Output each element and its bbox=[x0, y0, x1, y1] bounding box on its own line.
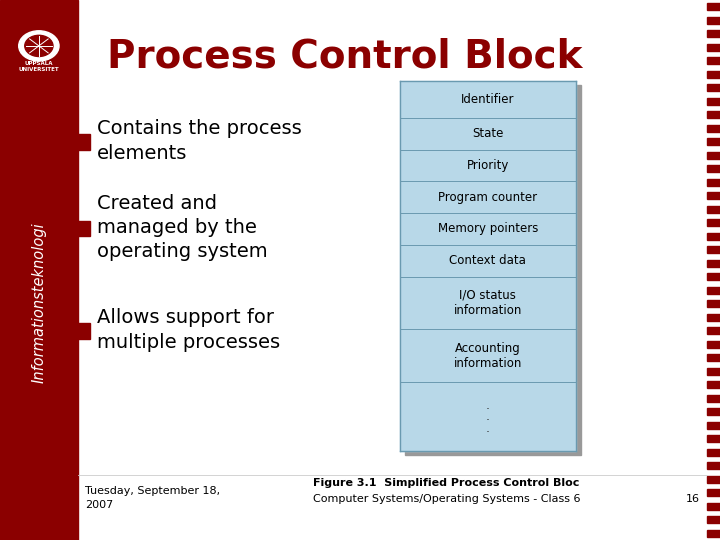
Circle shape bbox=[19, 31, 59, 61]
Text: .
.
.: . . . bbox=[486, 399, 490, 435]
Text: Contains the process
elements: Contains the process elements bbox=[97, 119, 302, 163]
Text: Memory pointers: Memory pointers bbox=[438, 222, 538, 235]
Bar bbox=[707, 111, 720, 118]
Text: Computer Systems/Operating Systems - Class 6: Computer Systems/Operating Systems - Cla… bbox=[312, 495, 580, 504]
Bar bbox=[77, 134, 90, 150]
Text: Priority: Priority bbox=[467, 159, 509, 172]
Bar bbox=[707, 435, 720, 442]
Bar bbox=[707, 503, 720, 510]
Bar bbox=[0, 0, 78, 540]
Bar bbox=[707, 3, 720, 10]
Bar bbox=[707, 530, 720, 537]
Bar bbox=[707, 449, 720, 456]
Bar bbox=[707, 408, 720, 415]
Bar bbox=[707, 30, 720, 37]
Bar bbox=[707, 165, 720, 172]
Bar bbox=[707, 395, 720, 402]
Bar bbox=[707, 260, 720, 267]
Bar bbox=[707, 462, 720, 469]
Bar bbox=[707, 192, 720, 199]
Circle shape bbox=[24, 35, 53, 57]
Text: 2007: 2007 bbox=[85, 500, 113, 510]
Bar bbox=[707, 246, 720, 253]
Bar bbox=[707, 368, 720, 375]
Bar bbox=[707, 98, 720, 105]
Bar bbox=[707, 476, 720, 483]
Text: State: State bbox=[472, 127, 503, 140]
Bar bbox=[707, 206, 720, 213]
Bar bbox=[707, 381, 720, 388]
Bar bbox=[707, 84, 720, 91]
Bar bbox=[707, 219, 720, 226]
Bar bbox=[707, 422, 720, 429]
Bar bbox=[707, 354, 720, 361]
Bar bbox=[707, 44, 720, 51]
Bar bbox=[707, 314, 720, 321]
Text: Informationsteknologi: Informationsteknologi bbox=[32, 222, 46, 383]
Bar bbox=[707, 57, 720, 64]
Bar bbox=[707, 273, 720, 280]
Bar bbox=[707, 233, 720, 240]
Bar bbox=[707, 17, 720, 24]
Bar bbox=[77, 221, 90, 236]
Bar bbox=[707, 125, 720, 132]
Bar bbox=[707, 516, 720, 523]
Bar bbox=[707, 489, 720, 496]
Bar bbox=[405, 85, 581, 455]
Text: UPPSALA
UNIVERSITET: UPPSALA UNIVERSITET bbox=[19, 61, 59, 72]
Bar bbox=[707, 71, 720, 78]
Text: I/O status
information: I/O status information bbox=[454, 289, 522, 317]
Bar bbox=[707, 327, 720, 334]
Text: Context data: Context data bbox=[449, 254, 526, 267]
Text: Tuesday, September 18,: Tuesday, September 18, bbox=[85, 487, 220, 496]
Text: Program counter: Program counter bbox=[438, 191, 537, 204]
Bar bbox=[707, 152, 720, 159]
Text: Process Control Block: Process Control Block bbox=[107, 38, 582, 76]
Text: 16: 16 bbox=[686, 495, 700, 504]
Text: Figure 3.1  Simplified Process Control Bloc: Figure 3.1 Simplified Process Control Bl… bbox=[313, 478, 580, 488]
Bar bbox=[77, 323, 90, 339]
Bar bbox=[707, 300, 720, 307]
Text: Created and
managed by the
operating system: Created and managed by the operating sys… bbox=[97, 194, 268, 261]
Bar bbox=[707, 179, 720, 186]
Text: Identifier: Identifier bbox=[461, 93, 515, 106]
Text: Allows support for
multiple processes: Allows support for multiple processes bbox=[97, 308, 280, 352]
Bar bbox=[707, 341, 720, 348]
Text: Accounting
information: Accounting information bbox=[454, 342, 522, 370]
Bar bbox=[400, 81, 576, 451]
Bar bbox=[707, 287, 720, 294]
Bar bbox=[707, 138, 720, 145]
